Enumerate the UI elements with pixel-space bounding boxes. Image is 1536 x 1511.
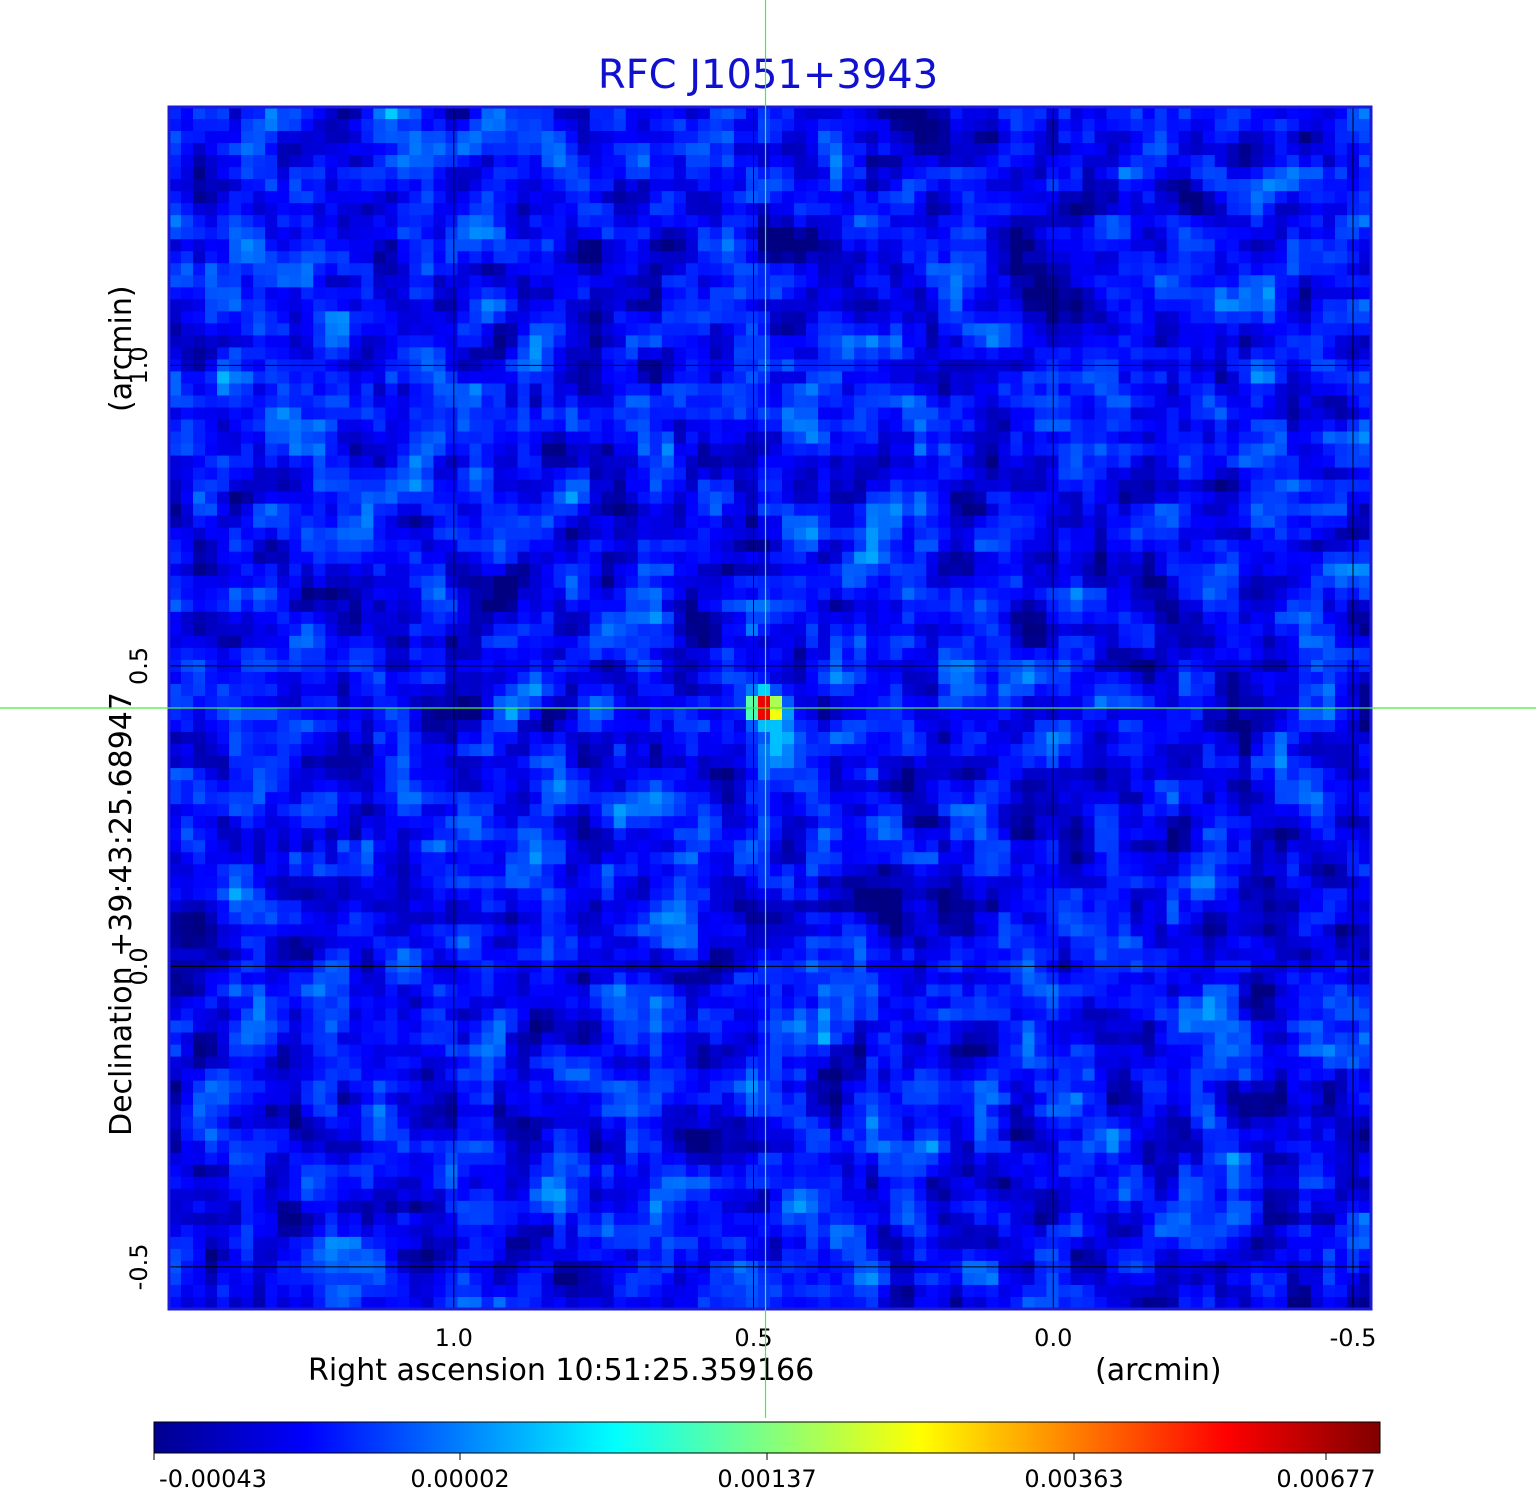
x-axis-unit: (arcmin) xyxy=(1095,1353,1222,1388)
colorbar-tick-label: 0.00002 xyxy=(410,1465,509,1493)
x-axis-label: Right ascension 10:51:25.359166 xyxy=(308,1353,814,1388)
colorbar-tick-labels: -0.00043 0.00002 0.00137 0.00363 0.00677 xyxy=(153,1453,1376,1493)
y-tick-label: 1.0 xyxy=(125,346,153,384)
heatmap-image xyxy=(169,107,1371,1309)
y-tick-label: 0.0 xyxy=(125,947,153,985)
x-tick-label: -0.5 xyxy=(1330,1324,1377,1352)
y-tick-label: 0.5 xyxy=(125,647,153,685)
colorbar-tick-label: -0.00043 xyxy=(159,1465,267,1493)
colorbar-tick-label: 0.00363 xyxy=(1024,1465,1123,1493)
colorbar-tick-label: 0.00137 xyxy=(717,1465,816,1493)
crosshair xyxy=(0,0,1536,1418)
x-tick-label: 0.5 xyxy=(734,1324,772,1352)
colorbar xyxy=(153,1421,1381,1454)
y-axis-unit: (arcmin) xyxy=(104,285,139,412)
x-tick-labels: 1.0 0.5 0.0 -0.5 xyxy=(435,1324,1377,1352)
x-tick-label: 1.0 xyxy=(435,1324,473,1352)
y-tick-labels: 1.0 0.5 0.0 -0.5 xyxy=(125,346,153,1290)
y-axis-label: Declination +39:43:25.68947 xyxy=(104,692,139,1136)
x-tick-label: 0.0 xyxy=(1034,1324,1072,1352)
y-tick-label: -0.5 xyxy=(125,1244,153,1291)
colorbar-tick-label: 0.00677 xyxy=(1276,1465,1375,1493)
chart-title: RFC J1051+3943 xyxy=(598,52,938,98)
